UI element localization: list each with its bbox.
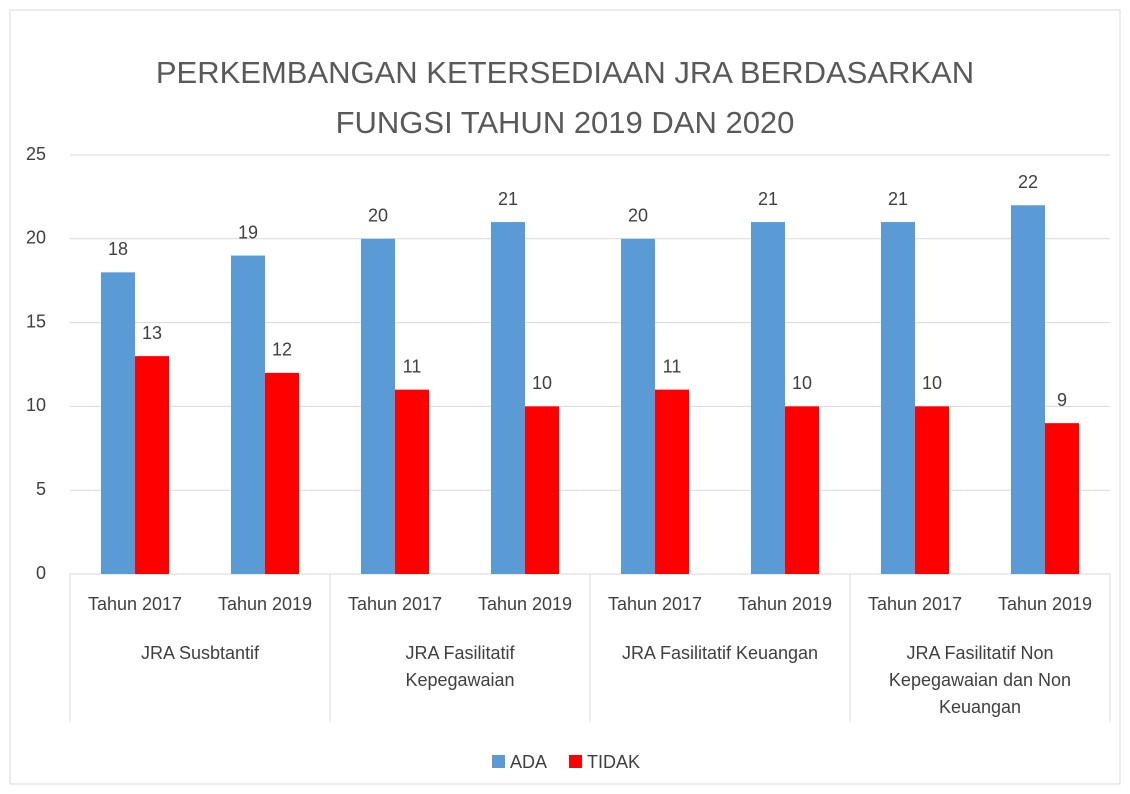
y-tick-label: 25 bbox=[26, 144, 46, 164]
data-label: 20 bbox=[628, 206, 648, 226]
data-label: 10 bbox=[792, 373, 812, 393]
data-label: 21 bbox=[498, 189, 518, 209]
bar bbox=[101, 272, 135, 574]
bar bbox=[395, 389, 429, 574]
x-tick-label: Tahun 2017 bbox=[608, 594, 702, 614]
x-tick-label: Tahun 2017 bbox=[868, 594, 962, 614]
bar bbox=[655, 389, 689, 574]
bar bbox=[231, 255, 265, 574]
data-label: 11 bbox=[663, 356, 682, 376]
bar bbox=[491, 222, 525, 575]
legend-swatch bbox=[492, 755, 505, 768]
data-label: 10 bbox=[532, 373, 552, 393]
bar bbox=[915, 406, 949, 574]
chart-border bbox=[9, 9, 1121, 785]
bar bbox=[525, 406, 559, 574]
data-label: 10 bbox=[922, 373, 942, 393]
legend-swatch bbox=[569, 755, 583, 768]
data-label: 20 bbox=[368, 206, 388, 226]
group-label: JRA Fasilitatif Non Kepegawaian dan Non … bbox=[888, 643, 1072, 717]
bar bbox=[135, 356, 169, 574]
data-label: 13 bbox=[142, 323, 162, 343]
group-label: JRA Fasilitatif Kepegawaian bbox=[405, 643, 515, 690]
y-tick-label: 15 bbox=[26, 311, 46, 331]
x-tick-label: Tahun 2019 bbox=[218, 594, 312, 614]
legend-label: ADA bbox=[510, 752, 547, 772]
bar bbox=[1011, 205, 1045, 574]
y-tick-label: 5 bbox=[36, 479, 46, 499]
data-label: 22 bbox=[1018, 172, 1038, 192]
bar bbox=[881, 222, 915, 575]
y-tick-label: 20 bbox=[26, 228, 46, 248]
chart-title: PERKEMBANGAN KETERSEDIAAN JRA BERDASARKA… bbox=[155, 55, 975, 140]
data-label: 12 bbox=[272, 340, 292, 360]
data-label: 19 bbox=[238, 222, 258, 242]
group-label: JRA Susbtantif bbox=[140, 643, 260, 663]
x-tick-label: Tahun 2017 bbox=[348, 594, 442, 614]
x-tick-label: Tahun 2019 bbox=[998, 594, 1092, 614]
y-tick-label: 0 bbox=[36, 563, 46, 583]
x-tick-label: Tahun 2017 bbox=[88, 594, 182, 614]
y-tick-label: 10 bbox=[26, 395, 46, 415]
bar bbox=[785, 406, 819, 574]
data-label: 9 bbox=[1057, 390, 1067, 410]
data-label: 11 bbox=[403, 356, 422, 376]
group-label: JRA Fasilitatif Keuangan bbox=[621, 643, 819, 663]
data-label: 21 bbox=[758, 189, 778, 209]
bar bbox=[621, 238, 655, 575]
x-tick-label: Tahun 2019 bbox=[738, 594, 832, 614]
x-tick-label: Tahun 2019 bbox=[478, 594, 572, 614]
data-label: 18 bbox=[108, 239, 128, 259]
legend-label: TIDAK bbox=[587, 752, 640, 772]
bar bbox=[361, 238, 395, 575]
bar bbox=[265, 372, 299, 574]
data-label: 21 bbox=[888, 189, 908, 209]
bar bbox=[1045, 423, 1079, 574]
bar bbox=[751, 222, 785, 575]
